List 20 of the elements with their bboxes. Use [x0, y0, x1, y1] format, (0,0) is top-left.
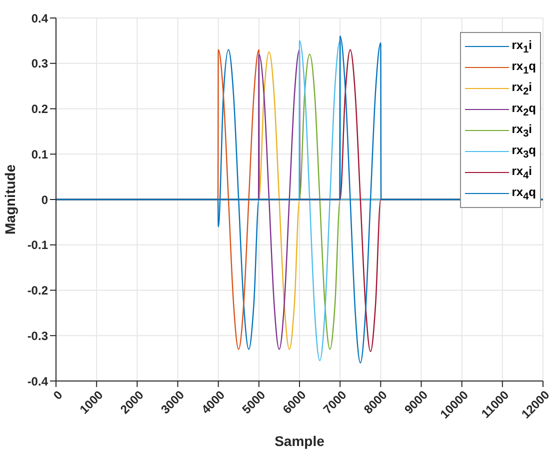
legend-label: rx$_{3}$i — [512, 122, 532, 140]
legend-label: rx$_{3}$q — [512, 142, 536, 160]
y-tick-label: 0.3 — [31, 56, 48, 71]
y-axis-title: Magnitude — [2, 164, 18, 234]
y-tick-label: -0.4 — [27, 374, 48, 388]
y-tick-label: -0.3 — [27, 328, 48, 343]
legend-label: rx$_{1}$q — [512, 58, 536, 76]
y-tick-label: -0.1 — [27, 238, 48, 252]
y-tick-label: 0.4 — [31, 11, 48, 26]
x-tick-label: 0 — [50, 388, 66, 402]
y-tick-label: -0.2 — [27, 284, 48, 298]
legend-label: rx$_{1}$i — [512, 38, 532, 56]
y-tick-label: 0 — [41, 192, 48, 207]
legend-label: rx$_{4}$i — [512, 164, 532, 182]
x-axis-title: Sample — [274, 433, 325, 449]
legend-label: rx$_{2}$q — [512, 100, 536, 118]
legend-label: rx$_{2}$i — [512, 80, 532, 98]
legend-label: rx$_{4}$q — [512, 184, 536, 202]
y-tick-label: 0.1 — [31, 147, 48, 162]
y-tick-label: 0.2 — [31, 102, 48, 116]
